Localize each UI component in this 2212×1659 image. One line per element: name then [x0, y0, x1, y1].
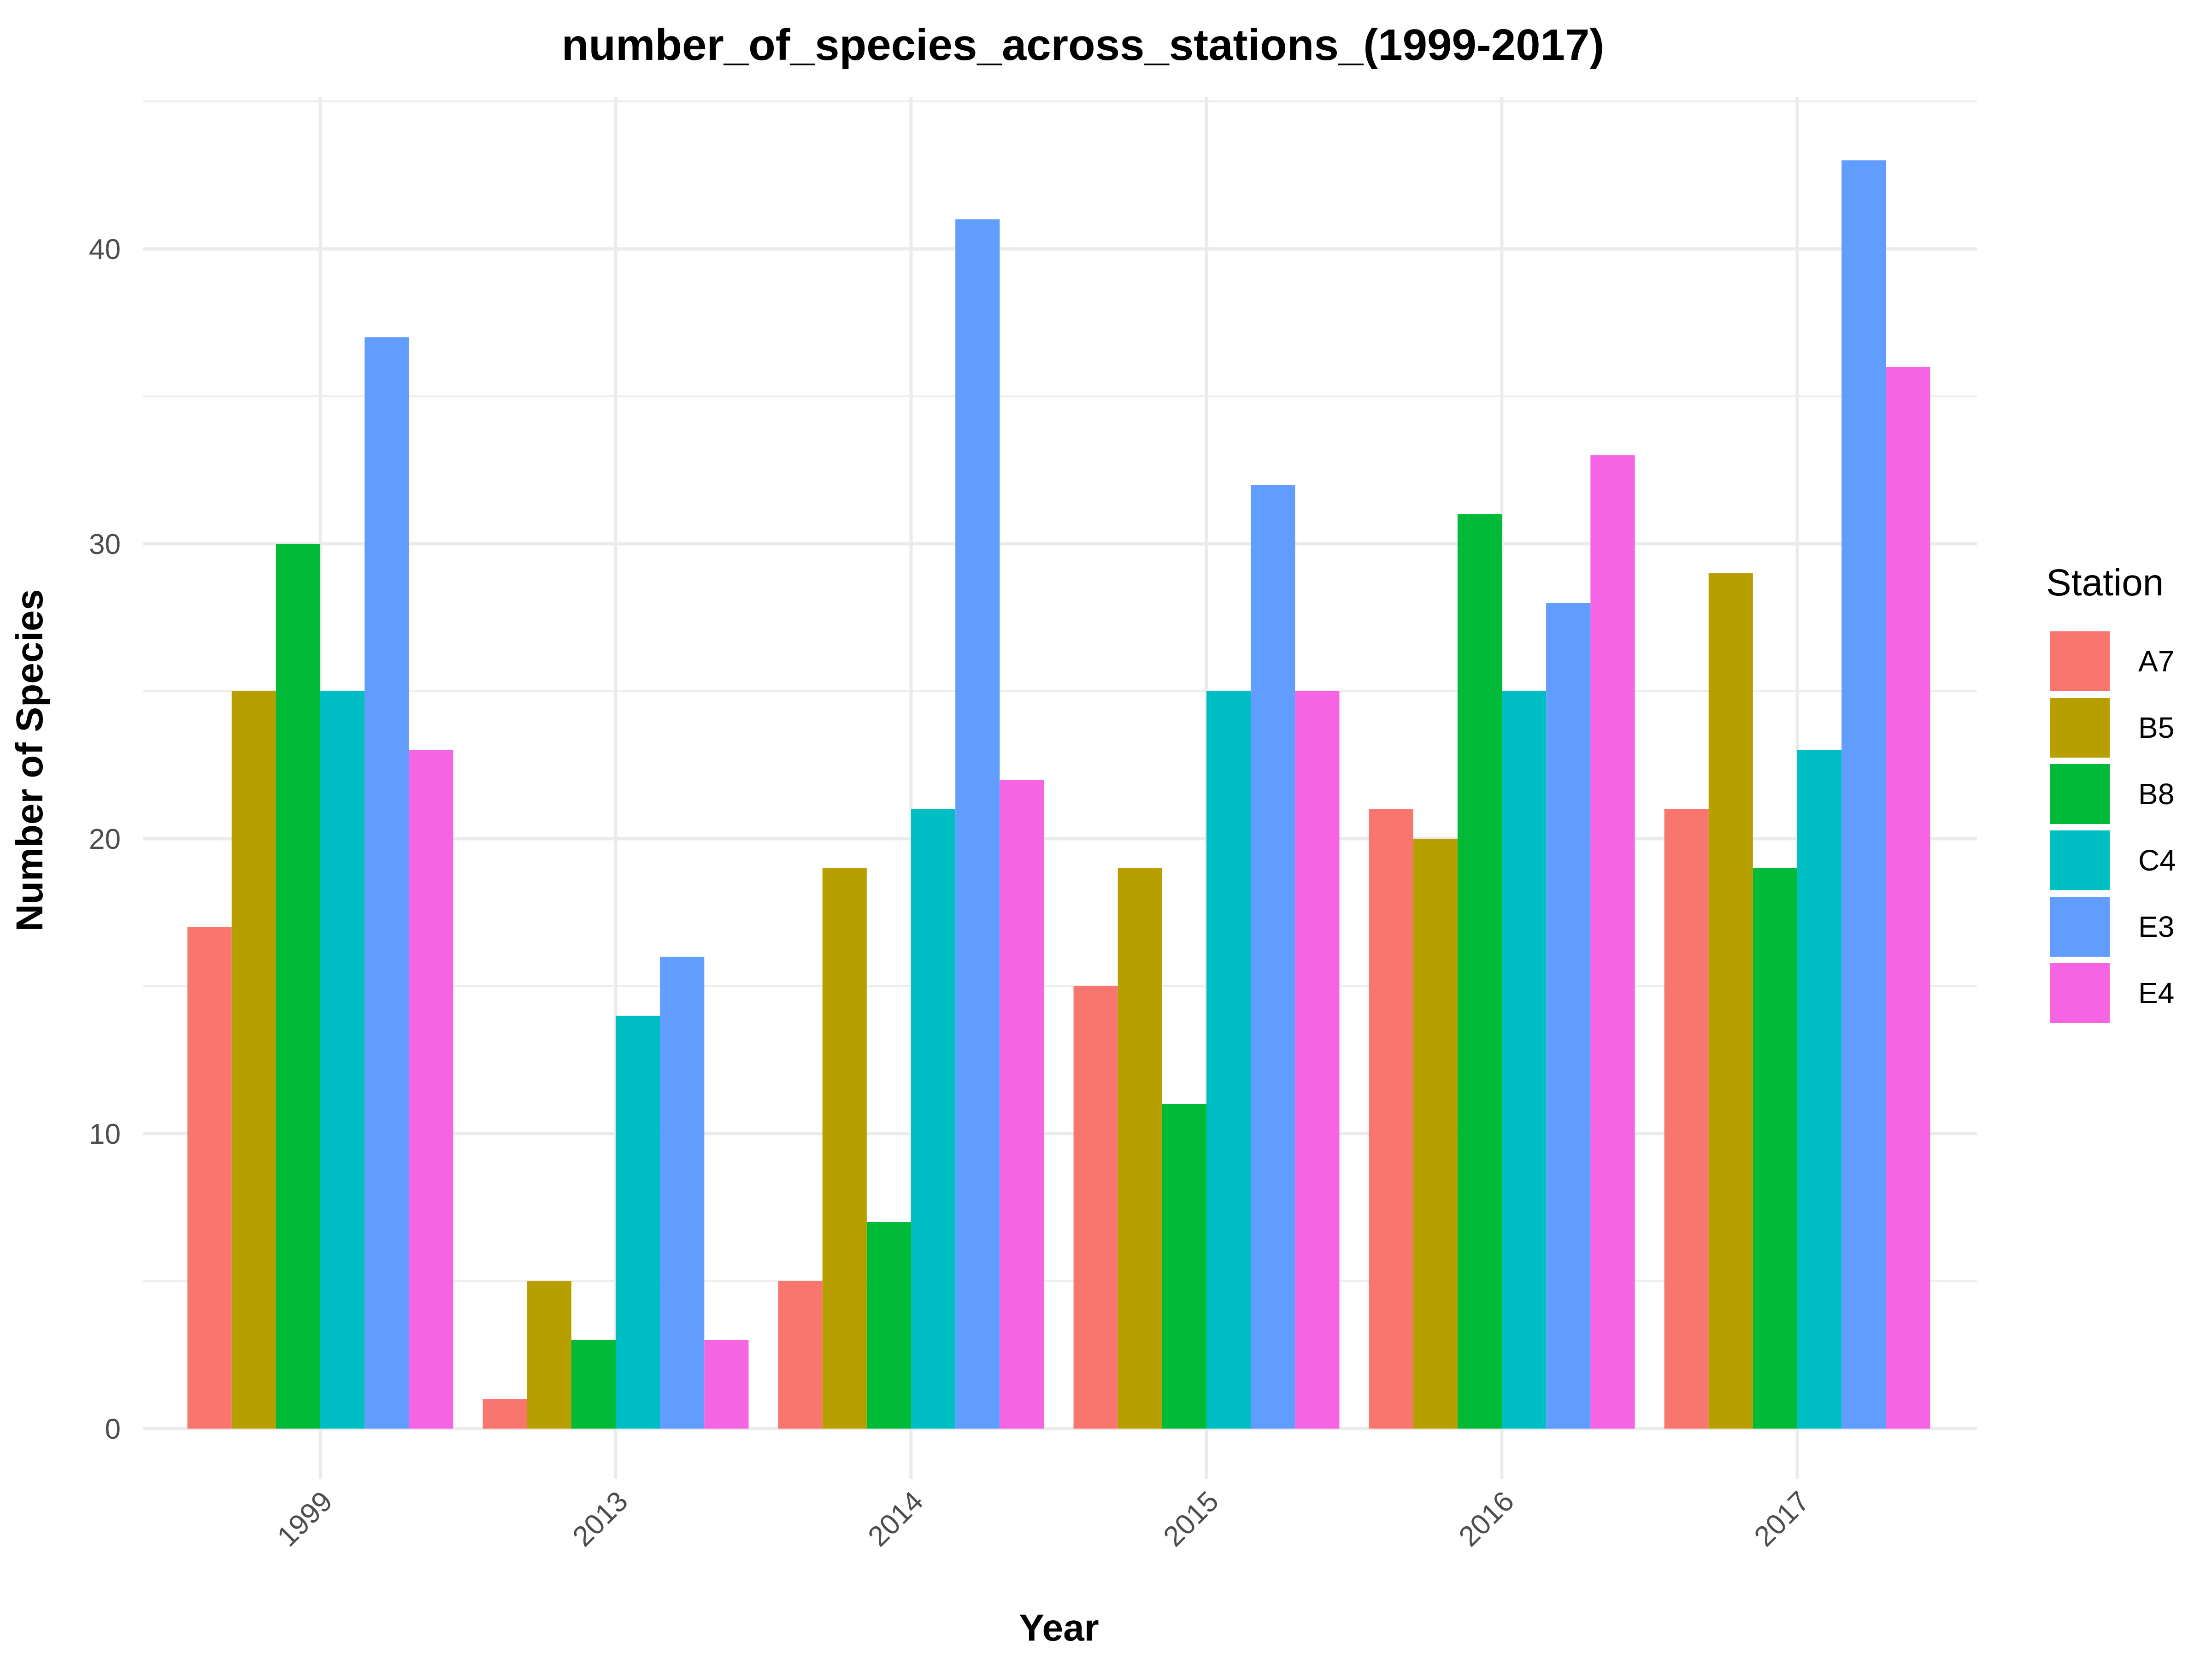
x-tick-label: 1999 [271, 1485, 339, 1553]
y-axis-title: Number of Species [9, 589, 51, 932]
bar-B8-2013 [571, 1340, 616, 1429]
bar-C4-1999 [320, 691, 365, 1429]
x-tick-label: 2017 [1748, 1485, 1816, 1553]
bar-B5-2017 [1708, 573, 1753, 1429]
legend-key-B5 [2050, 698, 2110, 758]
y-tick-label: 20 [89, 824, 121, 855]
legend-key-E3 [2050, 897, 2110, 957]
x-tick-label: 2013 [567, 1485, 634, 1553]
bar-B8-2016 [1457, 514, 1502, 1429]
bar-C4-2017 [1797, 750, 1842, 1429]
bar-B8-2015 [1162, 1104, 1206, 1429]
legend-key-E4 [2050, 963, 2110, 1023]
bar-E4-2017 [1886, 367, 1930, 1429]
legend-label-E4: E4 [2138, 977, 2174, 1010]
bar-E3-2015 [1251, 485, 1295, 1429]
legend-items: A7 B5 B8 C4 E3 E4 [2050, 631, 2176, 1023]
y-tick-label: 0 [105, 1413, 121, 1445]
bar-B5-1999 [231, 691, 276, 1429]
legend-label-E3: E3 [2138, 910, 2174, 943]
legend-label-B5: B5 [2138, 711, 2174, 744]
bar-B5-2013 [527, 1281, 571, 1429]
legend: Station A7 B5 B8 C4 E3 E4 [2046, 562, 2176, 1023]
bar-C4-2014 [911, 809, 956, 1429]
x-axis-title: Year [1019, 1607, 1099, 1649]
bar-E3-2017 [1841, 160, 1886, 1429]
bar-E3-2014 [955, 219, 1000, 1429]
y-tick-label: 40 [89, 234, 121, 265]
x-axis-ticks: 1999 2013 2014 2015 2016 2017 [271, 1485, 1816, 1553]
y-axis-ticks: 0 10 20 30 40 [89, 234, 121, 1445]
bar-E3-1999 [365, 337, 409, 1429]
bar-C4-2013 [616, 1016, 660, 1429]
x-tick-label: 2016 [1453, 1485, 1520, 1553]
bar-E3-2016 [1546, 603, 1591, 1429]
legend-label-C4: C4 [2138, 844, 2176, 877]
y-tick-label: 10 [89, 1118, 121, 1150]
legend-key-C4 [2050, 830, 2110, 890]
bar-E4-2015 [1295, 691, 1340, 1429]
legend-title: Station [2046, 562, 2164, 604]
bar-E4-2016 [1590, 455, 1635, 1429]
bar-A7-1999 [187, 927, 232, 1429]
legend-key-B8 [2050, 764, 2110, 824]
bar-E4-2014 [1000, 780, 1044, 1429]
x-tick-label: 2015 [1158, 1485, 1225, 1553]
bar-B8-2014 [866, 1222, 911, 1429]
bars [187, 160, 1930, 1429]
legend-label-B8: B8 [2138, 777, 2174, 811]
bar-E4-2013 [704, 1340, 749, 1429]
bar-A7-2013 [482, 1399, 527, 1429]
bar-B5-2015 [1118, 868, 1162, 1429]
bar-E3-2013 [660, 957, 705, 1429]
bar-B5-2016 [1413, 839, 1458, 1429]
bar-A7-2017 [1664, 809, 1709, 1429]
chart-title: number_of_species_across_stations_(1999-… [562, 20, 1605, 70]
bar-B8-2017 [1753, 868, 1797, 1429]
bar-C4-2015 [1206, 691, 1251, 1429]
bar-B5-2014 [822, 868, 867, 1429]
bar-A7-2015 [1073, 986, 1118, 1429]
y-tick-label: 30 [89, 529, 121, 560]
legend-key-A7 [2050, 631, 2110, 691]
bar-C4-2016 [1502, 691, 1547, 1429]
bar-A7-2014 [778, 1281, 823, 1429]
bar-A7-2016 [1369, 809, 1413, 1429]
bar-B8-1999 [276, 544, 320, 1429]
bar-E4-1999 [409, 750, 453, 1429]
x-tick-label: 2014 [862, 1485, 930, 1553]
legend-label-A7: A7 [2138, 645, 2174, 678]
